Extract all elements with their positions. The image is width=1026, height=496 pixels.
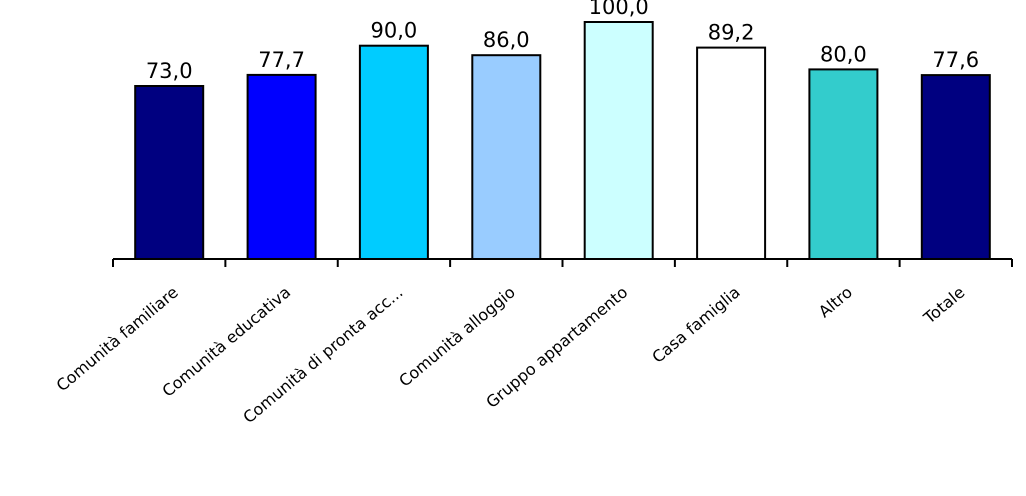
data-label: 77,7 <box>258 48 305 72</box>
data-label: 73,0 <box>146 59 193 83</box>
bar <box>696 46 767 260</box>
bar <box>246 73 317 261</box>
data-label: 90,0 <box>371 19 418 43</box>
bar <box>358 44 429 261</box>
x-tick-label: Comunità alloggio <box>395 283 519 391</box>
data-label: 80,0 <box>820 42 867 66</box>
value-labels-group: 73,0 77,7 90,0 86,0 100,0 89,2 80,0 77,6 <box>146 0 979 83</box>
data-label: 89,2 <box>708 21 755 45</box>
bar <box>134 85 205 260</box>
data-label: 100,0 <box>589 0 649 19</box>
data-label: 77,6 <box>932 48 979 72</box>
bar <box>920 74 991 260</box>
x-tick-label: Comunità familiare <box>53 283 182 396</box>
bar <box>471 54 542 261</box>
x-tick-label: Altro <box>815 283 856 322</box>
bar <box>808 68 879 261</box>
x-tick-label: Casa famiglia <box>648 283 743 367</box>
bars-group <box>134 21 991 261</box>
x-tick-label: Totale <box>919 283 968 329</box>
bar <box>583 21 654 260</box>
x-axis-ticks <box>112 259 1013 267</box>
data-label: 86,0 <box>483 28 530 52</box>
